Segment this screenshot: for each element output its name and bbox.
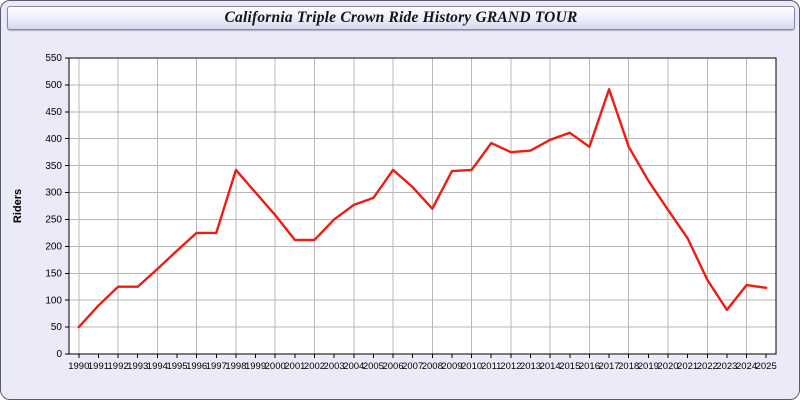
- y-tick-label: 450: [45, 107, 62, 118]
- x-tick-label: 2009: [441, 361, 462, 372]
- x-tick-label: 2007: [402, 361, 423, 372]
- x-tick-label: 2010: [461, 361, 482, 372]
- x-tick-label: 2022: [697, 361, 718, 372]
- y-tick-label: 50: [51, 322, 63, 333]
- x-tick-label: 2015: [559, 361, 580, 372]
- data-series-riders: [77, 88, 768, 329]
- x-tick-label: 2008: [422, 361, 443, 372]
- x-tick-label: 2018: [618, 361, 639, 372]
- x-tick-label: 1990: [68, 361, 89, 372]
- y-tick-label: 550: [45, 53, 62, 64]
- y-tick-label: 400: [45, 134, 62, 145]
- y-tick-label: 300: [45, 188, 62, 199]
- x-tick-label: 2001: [284, 361, 305, 372]
- x-tick-label: 1992: [108, 361, 129, 372]
- x-tick-label: 2016: [579, 361, 600, 372]
- x-tick-label: 1996: [186, 361, 207, 372]
- x-tick-label: 1997: [206, 361, 227, 372]
- y-tick-label: 500: [45, 80, 62, 91]
- x-tick-label: 2011: [481, 361, 501, 372]
- x-tick-label: 1998: [225, 361, 246, 372]
- y-tick-label: 350: [45, 161, 62, 172]
- x-tick-label: 1999: [245, 361, 266, 372]
- x-axis-ticks: 1990199119921993199419951996199719981999…: [68, 354, 777, 372]
- x-tick-label: 2020: [657, 361, 678, 372]
- x-tick-label: 2000: [265, 361, 286, 372]
- x-tick-label: 2003: [324, 361, 345, 372]
- y-tick-label: 150: [45, 268, 62, 279]
- x-tick-label: 2013: [520, 361, 541, 372]
- x-tick-label: 2004: [343, 361, 364, 372]
- x-tick-label: 2024: [736, 361, 757, 372]
- x-tick-label: 1994: [147, 361, 168, 372]
- x-tick-label: 2002: [304, 361, 325, 372]
- x-tick-label: 1993: [127, 361, 148, 372]
- y-tick-label: 200: [45, 242, 62, 253]
- y-axis-label: Riders: [12, 189, 24, 223]
- x-tick-label: 2006: [382, 361, 403, 372]
- x-tick-label: 2023: [716, 361, 737, 372]
- x-tick-label: 2025: [756, 361, 777, 372]
- x-tick-label: 1995: [166, 361, 187, 372]
- axes: [68, 57, 777, 355]
- y-axis-ticks: 0 50 100 150 200 250 300 350 400 450 500 550: [45, 53, 69, 360]
- plot-background: [69, 58, 776, 354]
- x-tick-label: 2017: [598, 361, 619, 372]
- x-tick-label: 2021: [677, 361, 698, 372]
- series-line-riders: [77, 88, 768, 329]
- y-axis-title: Riders: [12, 189, 24, 223]
- y-tick-label: 250: [45, 215, 62, 226]
- x-tick-label: 2005: [363, 361, 384, 372]
- x-tick-label: 1991: [88, 361, 109, 372]
- x-tick-label: 2019: [638, 361, 659, 372]
- x-tick-label: 2012: [500, 361, 521, 372]
- page-title: California Triple Crown Ride History GRA…: [224, 9, 578, 26]
- y-tick-label: 100: [45, 295, 62, 306]
- window-titlebar: California Triple Crown Ride History GRA…: [7, 6, 795, 30]
- x-tick-label: 2014: [540, 361, 561, 372]
- chart-canvas: 0 50 100 150 200 250 300 350 400 450 500 550 1990 19…: [1, 33, 799, 399]
- y-tick-label: 0: [56, 349, 62, 360]
